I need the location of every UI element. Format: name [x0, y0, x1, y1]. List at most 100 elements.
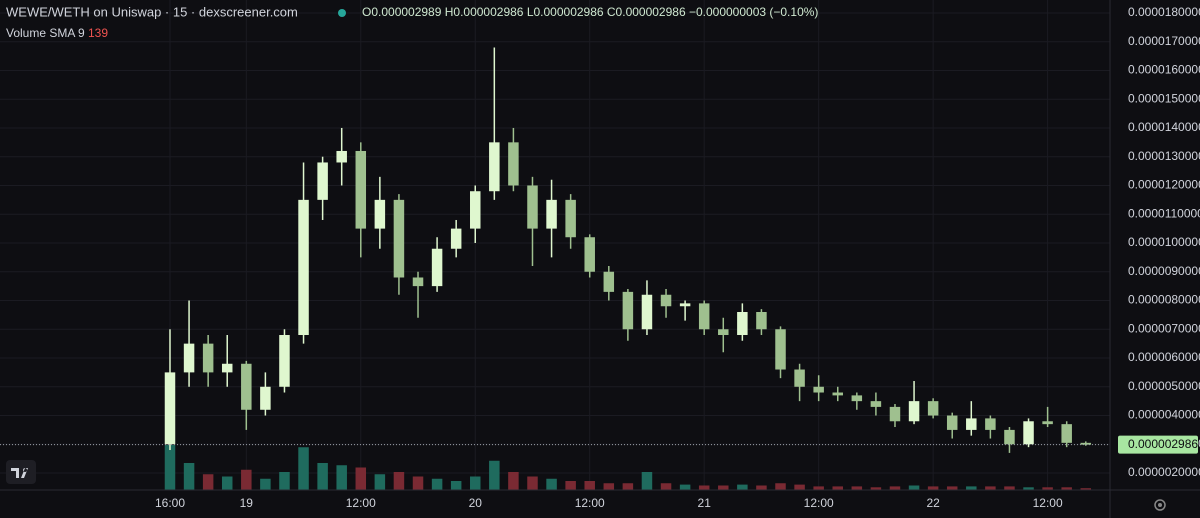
candle-body [1080, 442, 1092, 445]
y-tick-label: 0.0000050000 [1128, 379, 1200, 393]
x-tick-label: 16:00 [155, 496, 185, 510]
candle-body [546, 199, 557, 229]
y-tick-label: 0.0000070000 [1128, 321, 1200, 335]
volume-bar [584, 481, 595, 490]
candle-body [183, 343, 195, 373]
candle-body [565, 199, 576, 238]
candle-body [851, 395, 863, 402]
candle-body [889, 406, 901, 422]
y-tick-label: 0.0000100000 [1128, 235, 1200, 249]
volume-bar [698, 485, 710, 490]
last-price-badge [1118, 435, 1198, 454]
volume-bar [832, 486, 843, 490]
y-tick-label: 0.0000180000 [1128, 5, 1200, 19]
candle-body [603, 271, 615, 292]
volume-bar [756, 485, 767, 490]
candle-body [698, 303, 710, 330]
candle-body [374, 199, 386, 229]
volume-bar [622, 483, 634, 490]
candle-body [622, 291, 634, 330]
candle-body [393, 199, 405, 278]
y-tick-label: 0.0000020000 [1128, 465, 1200, 479]
volume-bar [1023, 487, 1034, 490]
volume-bar [565, 481, 576, 490]
candle-body [508, 142, 519, 186]
candle-body [470, 191, 481, 229]
candle-body [298, 199, 309, 336]
volume-bar [870, 487, 882, 490]
volume-bar [813, 486, 824, 490]
logo-bg [6, 460, 36, 484]
candle-body [775, 329, 786, 370]
volume-bar [470, 476, 481, 490]
candle-body [164, 372, 176, 445]
tradingview-logo[interactable] [6, 460, 36, 484]
candle-body [431, 248, 443, 287]
volume-layer [164, 445, 1092, 490]
candle-body [260, 386, 271, 410]
volume-bar [202, 474, 214, 490]
volume-bar [851, 486, 863, 490]
volume-bar [775, 483, 786, 490]
gear [1154, 499, 1166, 511]
settings-icon[interactable] [1154, 499, 1166, 511]
candle-body [737, 312, 748, 336]
x-tick-label: 22 [926, 496, 940, 510]
volume-bar [679, 484, 691, 490]
candle-body [527, 185, 538, 229]
volume-bar [241, 469, 252, 490]
volume-bar [221, 476, 233, 490]
candle-body [756, 312, 767, 330]
volume-bar [260, 478, 271, 490]
candle-body [832, 392, 843, 396]
volume-bar [298, 447, 309, 490]
volume-bar [546, 478, 557, 490]
candle-body [450, 228, 462, 249]
x-tick-label: 21 [698, 496, 712, 510]
y-tick-label: 0.0000160000 [1128, 63, 1200, 77]
volume-bar [1004, 486, 1015, 490]
candle-body [202, 343, 214, 373]
candle-body [908, 401, 920, 422]
volume-bar [718, 485, 729, 490]
volume-label: Volume SMA 9 [6, 26, 85, 40]
candle-body [794, 369, 805, 387]
volume-bar [1080, 488, 1092, 490]
volume-bar [393, 472, 405, 490]
candle-body [946, 415, 958, 430]
volume-bar [889, 486, 901, 490]
y-tick-label: 0.0000110000 [1128, 206, 1200, 220]
volume-bar [508, 472, 519, 490]
volume-bar [374, 474, 386, 490]
y-tick-label: 0.0000090000 [1128, 264, 1200, 278]
candle-body [489, 142, 500, 192]
y-tick-label: 0.0000140000 [1128, 120, 1200, 134]
volume-bar [794, 484, 805, 490]
volume-bar [603, 483, 615, 490]
candle-body [317, 162, 328, 200]
volume-bar [927, 486, 939, 490]
volume-bar [1061, 487, 1072, 490]
x-tick-label: 12:00 [804, 496, 834, 510]
logo-mark [11, 468, 28, 478]
candle-body [813, 386, 824, 393]
candle-body [241, 363, 252, 410]
candle-body [1023, 421, 1034, 445]
grid [0, 0, 1110, 490]
candle-body [355, 150, 367, 229]
candle-body [584, 237, 595, 272]
volume-bar [985, 486, 996, 490]
volume-bar [450, 481, 462, 490]
volume-sma: 139 [88, 26, 108, 40]
y-tick-label: 0.0000060000 [1128, 350, 1200, 364]
volume-bar [431, 478, 443, 490]
candle-body [279, 335, 290, 387]
axes: 0.00000200000.00000300000.00000400000.00… [0, 5, 1200, 510]
y-tick-label: 0.0000170000 [1128, 34, 1200, 48]
x-tick-label: 20 [469, 496, 483, 510]
x-tick-label: 12:00 [346, 496, 376, 510]
candle-body [641, 294, 653, 330]
ohlc-legend: O0.000002989 H0.000002986 L0.000002986 C… [362, 5, 818, 19]
